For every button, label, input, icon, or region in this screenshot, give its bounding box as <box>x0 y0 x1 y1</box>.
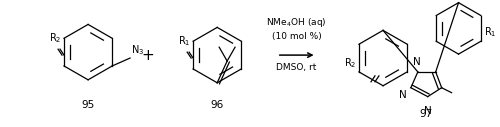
Text: R$_1$: R$_1$ <box>178 34 190 48</box>
Text: N: N <box>424 106 432 116</box>
Text: 97: 97 <box>419 109 432 119</box>
Text: N: N <box>413 57 420 67</box>
Text: N: N <box>399 90 407 100</box>
Text: R$_2$: R$_2$ <box>344 56 356 70</box>
Text: 96: 96 <box>210 100 224 110</box>
Text: 95: 95 <box>82 100 94 110</box>
Text: (10 mol %): (10 mol %) <box>272 32 322 41</box>
Text: N$_3$: N$_3$ <box>131 43 144 57</box>
Text: DMSO, rt: DMSO, rt <box>276 64 317 72</box>
Text: +: + <box>142 48 154 63</box>
Text: R$_1$: R$_1$ <box>484 26 496 39</box>
Text: NMe$_4$OH (aq): NMe$_4$OH (aq) <box>266 16 327 29</box>
Text: R$_2$: R$_2$ <box>48 31 61 45</box>
